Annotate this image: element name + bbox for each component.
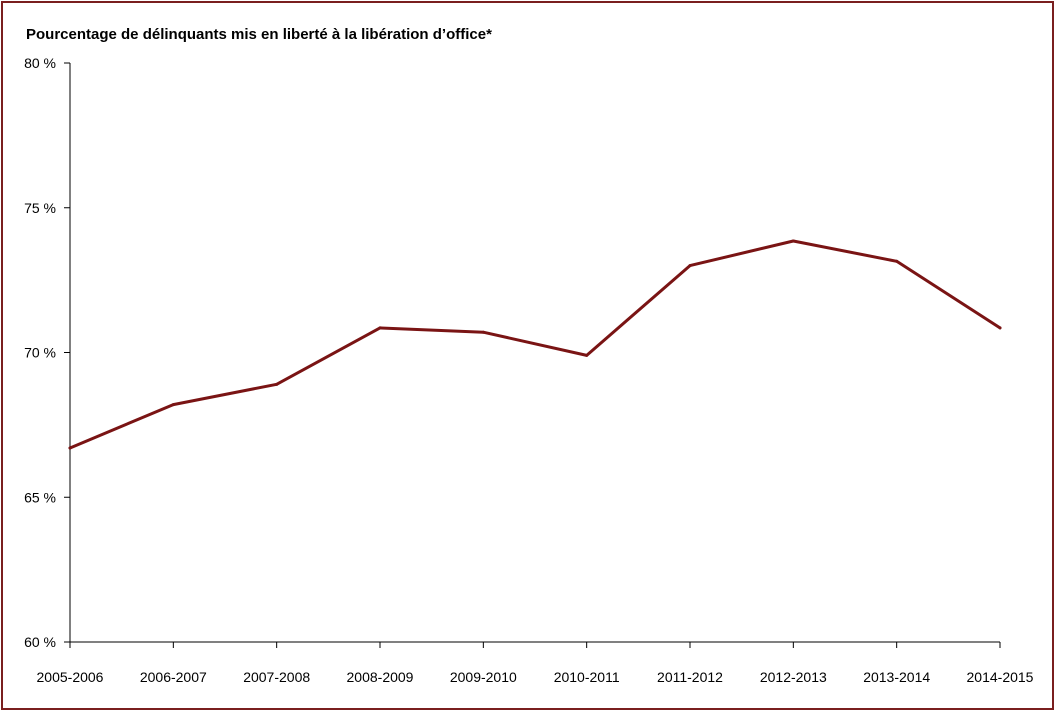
- data-point: [895, 259, 899, 263]
- data-point: [998, 326, 1002, 330]
- data-point: [378, 326, 382, 330]
- x-tick-label: 2006-2007: [140, 669, 207, 685]
- y-tick-label: 60 %: [24, 634, 56, 650]
- data-point: [68, 446, 72, 450]
- data-point: [275, 382, 279, 386]
- x-tick-label: 2011-2012: [657, 669, 723, 685]
- data-point: [171, 403, 175, 407]
- data-point: [791, 239, 795, 243]
- x-tick-label: 2014-2015: [967, 669, 1034, 685]
- y-tick-label: 75 %: [24, 200, 56, 216]
- x-tick-label: 2013-2014: [863, 669, 930, 685]
- x-tick-label: 2007-2008: [243, 669, 310, 685]
- chart-title: Pourcentage de délinquants mis en libert…: [26, 26, 492, 43]
- x-tick-label: 2008-2009: [347, 669, 414, 685]
- x-tick-label: 2010-2011: [554, 669, 620, 685]
- data-point: [481, 330, 485, 334]
- y-tick-label: 65 %: [24, 489, 56, 505]
- x-tick-label: 2009-2010: [450, 669, 517, 685]
- data-point: [585, 353, 589, 357]
- y-tick-label: 70 %: [24, 345, 56, 361]
- x-tick-label: 2005-2006: [37, 669, 104, 685]
- x-tick-label: 2012-2013: [760, 669, 827, 685]
- y-tick-label: 80 %: [24, 55, 56, 71]
- series-line: [68, 239, 1002, 450]
- data-point: [688, 264, 692, 268]
